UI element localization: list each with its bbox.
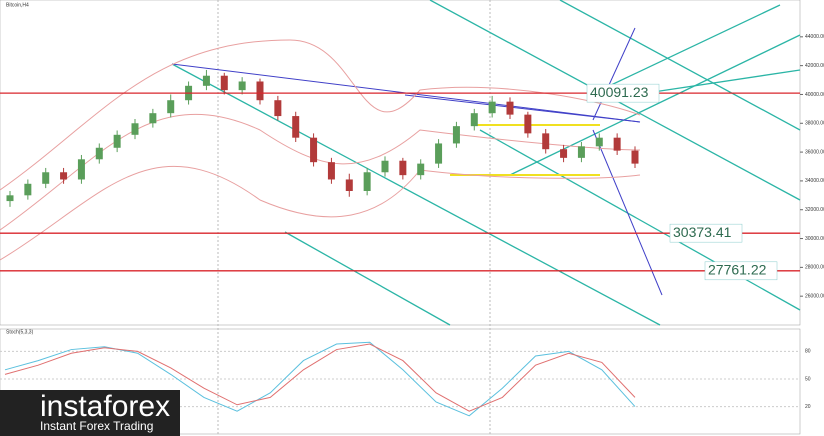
y-tick-label: 38000.00 <box>805 121 824 127</box>
y-tick-label: 50 <box>805 376 811 382</box>
candle-body <box>417 163 425 176</box>
indicator-title: Stoch(5,3,3) <box>6 329 34 335</box>
candle-body <box>631 150 639 164</box>
level-label: 30373.41 <box>673 224 732 240</box>
y-tick-label: 36000.00 <box>805 149 824 155</box>
candle-body <box>113 134 121 148</box>
candle-body <box>381 160 389 173</box>
candle-body <box>256 81 264 101</box>
y-tick-label: 80 <box>805 349 811 355</box>
level-label: 40091.23 <box>590 84 649 100</box>
level-label-box <box>586 83 660 103</box>
candle-body <box>577 146 585 158</box>
logo-brand: instaforex <box>40 390 170 423</box>
candle-body <box>613 137 621 151</box>
candle-body <box>202 75 210 86</box>
chart-title: Bitcoin,H4 <box>6 2 29 8</box>
candle-body <box>24 183 32 196</box>
level-label-box <box>669 223 743 243</box>
candle-body <box>452 126 460 144</box>
candle-body <box>399 160 407 176</box>
candle-body <box>42 172 50 184</box>
candle-body <box>310 137 318 163</box>
y-tick-label: 26000.00 <box>805 294 824 300</box>
candle-body <box>220 75 228 91</box>
y-tick-label: 42000.00 <box>805 63 824 69</box>
y-tick-label: 28000.00 <box>805 265 824 271</box>
candle-body <box>167 100 175 114</box>
candle-body <box>363 172 371 191</box>
y-tick-label: 34000.00 <box>805 178 824 184</box>
level-label: 27761.22 <box>708 262 767 278</box>
candle-body <box>345 179 353 191</box>
y-tick-label: 30000.00 <box>805 236 824 242</box>
y-tick-label: 32000.00 <box>805 207 824 213</box>
candle-body <box>506 101 514 115</box>
candle-body <box>95 147 103 160</box>
candle-body <box>470 113 478 127</box>
candle-body <box>595 137 603 147</box>
logo-box <box>0 390 180 436</box>
bollinger-bands <box>0 39 641 261</box>
indicator-line <box>4 343 636 412</box>
candle-body <box>149 113 157 124</box>
candle-body <box>292 116 300 138</box>
y-tick-label: 44000.00 <box>805 34 824 40</box>
candle-body <box>274 100 282 117</box>
candle-body <box>327 162 335 180</box>
candle-body <box>77 159 85 180</box>
candle-body <box>542 133 550 150</box>
candle-body <box>524 114 532 134</box>
candle-body <box>488 101 496 114</box>
candle-body <box>6 195 14 202</box>
candle-body <box>60 172 68 180</box>
y-tick-label: 20 <box>805 404 811 410</box>
y-tick-label: 40000.00 <box>805 92 824 98</box>
candle-body <box>560 149 568 158</box>
candle-body <box>131 123 139 135</box>
level-label-box <box>704 261 778 281</box>
candle-body <box>435 143 443 164</box>
logo-tagline: Instant Forex Trading <box>40 419 153 433</box>
candle-body <box>238 81 246 91</box>
